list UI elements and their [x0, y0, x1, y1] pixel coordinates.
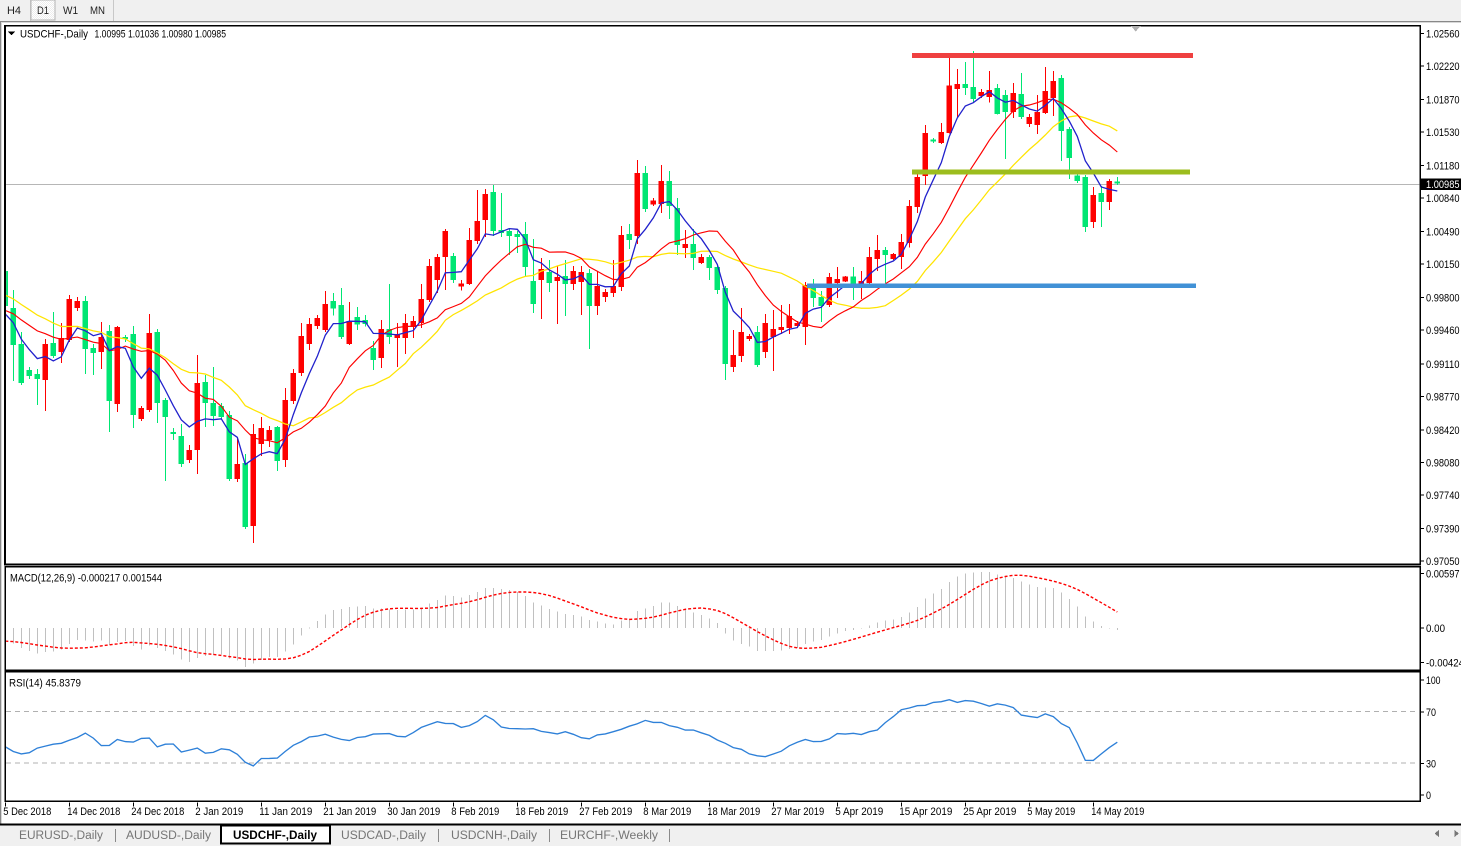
svg-text:8 Mar 2019: 8 Mar 2019 [643, 806, 691, 818]
svg-text:0.98080: 0.98080 [1426, 457, 1460, 469]
svg-text:15 Apr 2019: 15 Apr 2019 [899, 806, 952, 818]
svg-text:0.99800: 0.99800 [1426, 293, 1460, 305]
svg-text:27 Mar 2019: 27 Mar 2019 [771, 806, 824, 818]
svg-text:1.02220: 1.02220 [1426, 61, 1460, 73]
svg-text:18 Mar 2019: 18 Mar 2019 [707, 806, 760, 818]
svg-text:0.97740: 0.97740 [1426, 490, 1460, 502]
svg-text:EURUSD-,Daily: EURUSD-,Daily [19, 830, 103, 842]
svg-text:D1: D1 [37, 5, 49, 17]
svg-text:5 Dec 2018: 5 Dec 2018 [3, 806, 51, 818]
svg-text:11 Jan 2019: 11 Jan 2019 [259, 806, 312, 818]
svg-text:70: 70 [1426, 707, 1436, 719]
svg-text:RSI(14) 45.8379: RSI(14) 45.8379 [9, 678, 81, 690]
svg-text:0: 0 [1426, 790, 1431, 802]
svg-text:1.00985: 1.00985 [1426, 179, 1460, 191]
svg-text:USDCAD-,Daily: USDCAD-,Daily [341, 830, 426, 842]
svg-text:0.98420: 0.98420 [1426, 425, 1460, 437]
svg-text:0.99110: 0.99110 [1426, 359, 1460, 371]
svg-text:1.00150: 1.00150 [1426, 259, 1460, 271]
svg-text:0.00: 0.00 [1426, 623, 1445, 635]
svg-text:24 Dec 2018: 24 Dec 2018 [131, 806, 184, 818]
svg-text:1.00490: 1.00490 [1426, 227, 1460, 239]
svg-text:0.99460: 0.99460 [1426, 325, 1460, 337]
svg-text:1.01870: 1.01870 [1426, 94, 1460, 106]
svg-text:5 May 2019: 5 May 2019 [1027, 806, 1075, 818]
svg-text:USDCHF-,Daily: USDCHF-,Daily [233, 830, 318, 842]
svg-text:AUDUSD-,Daily: AUDUSD-,Daily [126, 830, 211, 842]
svg-text:1.01530: 1.01530 [1426, 127, 1460, 139]
svg-text:0.97390: 0.97390 [1426, 524, 1460, 536]
svg-text:14 Dec 2018: 14 Dec 2018 [67, 806, 120, 818]
svg-text:1.02560: 1.02560 [1426, 28, 1460, 40]
svg-text:25 Apr 2019: 25 Apr 2019 [963, 806, 1016, 818]
svg-text:EURCHF-,Weekly: EURCHF-,Weekly [560, 830, 658, 842]
svg-text:-0.00424: -0.00424 [1426, 657, 1461, 669]
svg-text:14 May 2019: 14 May 2019 [1091, 806, 1144, 818]
svg-text:H4: H4 [7, 5, 21, 17]
svg-text:USDCHF-,Daily: USDCHF-,Daily [20, 29, 88, 41]
svg-text:1.00840: 1.00840 [1426, 193, 1460, 205]
svg-text:0.00597: 0.00597 [1426, 569, 1460, 581]
svg-text:18 Feb 2019: 18 Feb 2019 [515, 806, 568, 818]
svg-text:MACD(12,26,9) -0.000217 0.0015: MACD(12,26,9) -0.000217 0.001544 [10, 573, 162, 585]
svg-text:0.98770: 0.98770 [1426, 391, 1460, 403]
svg-text:MN: MN [90, 5, 105, 17]
svg-text:21 Jan 2019: 21 Jan 2019 [323, 806, 376, 818]
svg-text:30: 30 [1426, 759, 1436, 771]
svg-text:1.01180: 1.01180 [1426, 161, 1460, 173]
svg-text:5 Apr 2019: 5 Apr 2019 [835, 806, 883, 818]
svg-text:W1: W1 [63, 5, 78, 17]
svg-text:0.97050: 0.97050 [1426, 556, 1460, 568]
svg-text:1.00995 1.01036 1.00980 1.0098: 1.00995 1.01036 1.00980 1.00985 [95, 29, 227, 41]
svg-text:100: 100 [1426, 675, 1441, 687]
svg-text:30 Jan 2019: 30 Jan 2019 [387, 806, 440, 818]
svg-text:27 Feb 2019: 27 Feb 2019 [579, 806, 632, 818]
svg-text:USDCNH-,Daily: USDCNH-,Daily [451, 830, 537, 842]
svg-text:8 Feb 2019: 8 Feb 2019 [451, 806, 499, 818]
svg-text:2 Jan 2019: 2 Jan 2019 [195, 806, 243, 818]
